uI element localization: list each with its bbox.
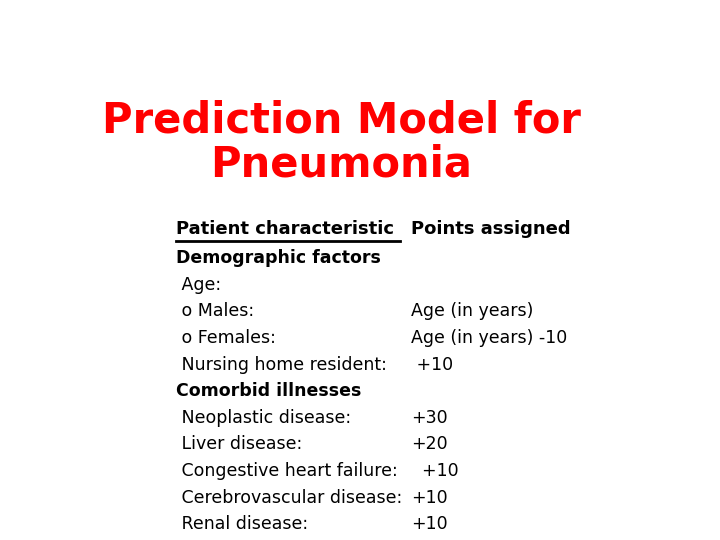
Text: Comorbid illnesses: Comorbid illnesses: [176, 382, 362, 400]
Text: Liver disease:: Liver disease:: [176, 435, 302, 454]
Text: Renal disease:: Renal disease:: [176, 515, 309, 534]
Text: o Males:: o Males:: [176, 302, 255, 320]
Text: +10: +10: [411, 515, 447, 534]
Text: +10: +10: [411, 462, 459, 480]
Text: Nursing home resident:: Nursing home resident:: [176, 356, 387, 374]
Text: Congestive heart failure:: Congestive heart failure:: [176, 462, 398, 480]
Text: Patient characteristic: Patient characteristic: [176, 220, 395, 238]
Text: Cerebrovascular disease:: Cerebrovascular disease:: [176, 489, 402, 507]
Text: +30: +30: [411, 409, 447, 427]
Text: Pneumonia: Pneumonia: [210, 144, 472, 186]
Text: +10: +10: [411, 356, 453, 374]
Text: Prediction Model for: Prediction Model for: [102, 100, 580, 142]
Text: Demographic factors: Demographic factors: [176, 249, 382, 267]
Text: +20: +20: [411, 435, 447, 454]
Text: Age (in years): Age (in years): [411, 302, 534, 320]
Text: Points assigned: Points assigned: [411, 220, 570, 238]
Text: Age:: Age:: [176, 276, 222, 294]
Text: +10: +10: [411, 489, 447, 507]
Text: Neoplastic disease:: Neoplastic disease:: [176, 409, 351, 427]
Text: Age (in years) -10: Age (in years) -10: [411, 329, 567, 347]
Text: o Females:: o Females:: [176, 329, 276, 347]
